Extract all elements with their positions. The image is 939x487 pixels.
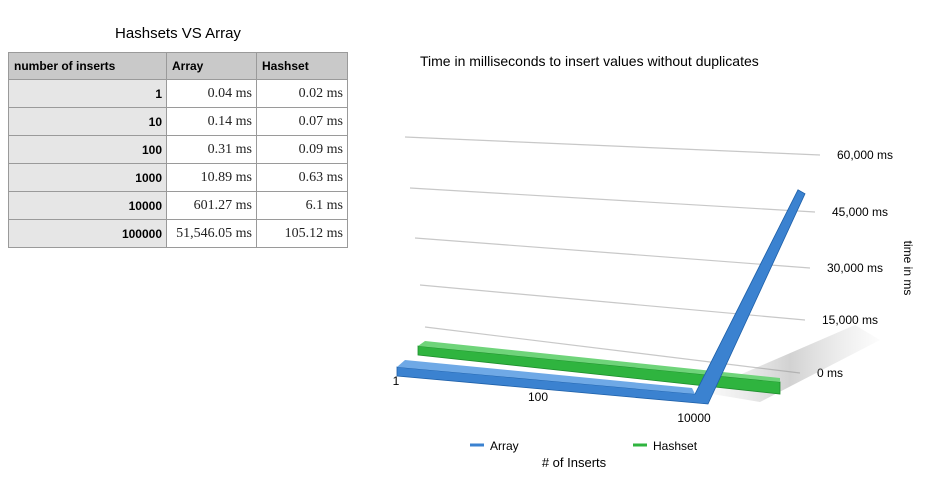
inserts-cell: 1000 [8,163,167,192]
y-axis-label: time in ms [901,241,915,296]
hashset-cell: 0.02 ms [256,79,348,108]
y-tick-labels: 0 ms 15,000 ms 30,000 ms 45,000 ms 60,000 ms [817,148,893,380]
header-hashset: Hashset [256,52,348,80]
grid-line [409,187,816,213]
array-cell: 0.31 ms [166,135,257,164]
y-tick-label: 0 ms [817,366,843,380]
x-axis-label: # of Inserts [542,455,607,470]
grid-lines [404,136,821,374]
inserts-cell: 10000 [8,191,167,220]
series-hashset-line [417,345,781,395]
y-tick-label: 30,000 ms [827,261,883,275]
grid-line [404,136,821,156]
hashset-cell: 105.12 ms [256,219,348,248]
hashset-cell: 0.63 ms [256,163,348,192]
series-hashset-top [418,341,780,382]
y-tick-label: 15,000 ms [822,313,878,327]
array-cell: 0.14 ms [166,107,257,136]
table-row: 1000 10.89 ms 0.63 ms [8,163,348,192]
inserts-cell: 100000 [8,219,167,248]
inserts-cell: 100 [8,135,167,164]
header-array: Array [166,52,257,80]
y-tick-label: 45,000 ms [832,205,888,219]
table-row: 1 0.04 ms 0.02 ms [8,79,348,108]
x-tick-labels: 1 100 10000 [393,374,711,425]
x-tick-label: 100 [528,390,548,404]
inserts-cell: 1 [8,79,167,108]
chart-title: Time in milliseconds to insert values wi… [420,53,759,69]
legend-label: Array [490,439,519,453]
table-row: 100 0.31 ms 0.09 ms [8,135,348,164]
table-header-row: number of inserts Array Hashset [8,52,348,80]
series-layer [396,189,806,405]
table-row: 10000 601.27 ms 6.1 ms [8,191,348,220]
legend-label: Hashset [653,439,698,453]
table-row: 10 0.14 ms 0.07 ms [8,107,348,136]
x-tick-label: 1 [393,374,400,388]
y-tick-label: 60,000 ms [837,148,893,162]
table-row: 100000 51,546.05 ms 105.12 ms [8,219,348,248]
grid-line [424,326,801,374]
array-cell: 0.04 ms [166,79,257,108]
series-array-top [397,360,695,394]
hashset-cell: 6.1 ms [256,191,348,220]
legend: Array Hashset [470,439,698,453]
array-cell: 51,546.05 ms [166,219,257,248]
hashset-cell: 0.09 ms [256,135,348,164]
grid-line [414,237,811,269]
table-title: Hashsets VS Array [115,25,241,42]
data-table: number of inserts Array Hashset 1 0.04 m… [8,52,348,248]
x-tick-label: 10000 [677,411,711,425]
